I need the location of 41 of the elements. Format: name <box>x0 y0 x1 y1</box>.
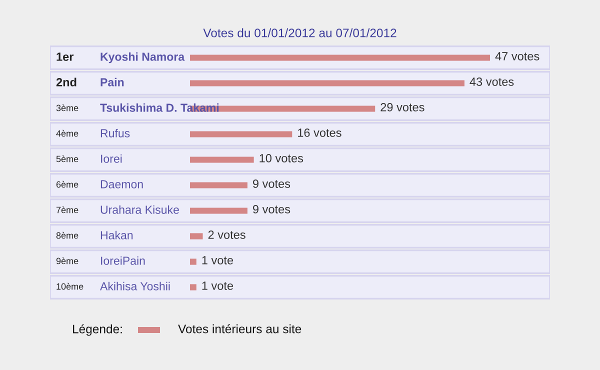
text: 10ème <box>56 282 84 290</box>
text: 2nd <box>56 78 76 86</box>
data-label: 1 vote <box>202 256 234 264</box>
text: 1er <box>56 52 74 61</box>
text: 6ème <box>56 180 78 188</box>
chart-title: Votes du 01/01/2012 au 07/01/2012 <box>203 28 396 38</box>
bar <box>190 80 464 86</box>
text: 9ème <box>56 257 78 264</box>
bar <box>190 284 196 290</box>
y-tick-label: Hakan <box>100 230 133 240</box>
y-tick-label: IoreiPain <box>101 256 145 265</box>
legend-title: Légende: <box>73 324 122 336</box>
bar <box>190 131 292 138</box>
text: 5ème <box>56 155 78 162</box>
data-label: 1 vote <box>202 282 234 290</box>
data-label: 9 votes <box>253 180 290 188</box>
data-label: 47 votes <box>495 52 540 60</box>
data-label: 2 votes <box>208 230 246 239</box>
data-label: 29 votes <box>380 103 424 112</box>
bar <box>190 182 248 188</box>
data-label: 43 votes <box>470 78 514 86</box>
y-tick-label: Iorei <box>101 154 122 163</box>
text: 3ème <box>56 104 78 112</box>
data-label: 9 votes <box>253 205 290 214</box>
bar <box>190 258 196 265</box>
y-tick-label: Akihisa Yoshii <box>100 282 170 290</box>
text: 7ème <box>56 206 78 214</box>
y-tick-label: Kyoshi Namora <box>100 52 185 64</box>
legend-label: Votes intérieurs au site <box>178 324 302 334</box>
bar <box>190 156 254 163</box>
y-tick-label: Urahara Kisuke <box>100 205 179 214</box>
data-label: 10 votes <box>260 154 304 162</box>
text: 4ème <box>56 130 78 137</box>
text: 8ème <box>56 232 78 239</box>
bar <box>190 233 203 240</box>
y-tick-label: Daemon <box>100 180 143 188</box>
data-label: 16 votes <box>298 128 342 137</box>
bar <box>190 54 490 61</box>
bar <box>190 208 248 214</box>
y-tick-label: Pain <box>100 78 124 86</box>
y-tick-label: Rufus <box>100 128 130 138</box>
